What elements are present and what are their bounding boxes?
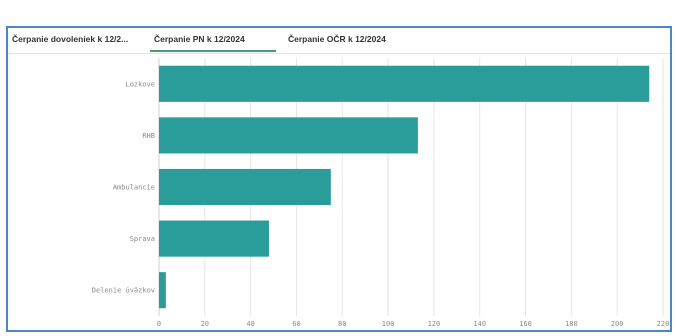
tab-dovoleniek[interactable]: Čerpanie dovoleniek k 12/2... bbox=[12, 34, 129, 44]
bar bbox=[159, 168, 331, 206]
x-tick-label: 200 bbox=[611, 320, 624, 328]
bar bbox=[159, 65, 650, 102]
bar bbox=[159, 117, 418, 154]
tab-bar: Čerpanie dovoleniek k 12/2... Čerpanie P… bbox=[8, 28, 670, 54]
x-tick-label: 220 bbox=[657, 320, 670, 328]
x-tick-label: 40 bbox=[246, 320, 254, 328]
y-category-label: Lozkove bbox=[125, 80, 155, 88]
x-tick-label: 180 bbox=[565, 320, 578, 328]
bar bbox=[159, 220, 269, 257]
y-category-label: Delenie úväzkov bbox=[92, 287, 155, 295]
bar-chart-svg: 0 20 40 60 80 100 120 140 160 180 200 220 Lozkove RHB… bbox=[92, 58, 670, 328]
y-category-label: Sprava bbox=[130, 235, 155, 243]
y-category-label: RHB bbox=[142, 132, 155, 140]
chart-panel: Čerpanie dovoleniek k 12/2... Čerpanie P… bbox=[6, 26, 672, 332]
y-category-label: Ambulancie bbox=[113, 184, 155, 192]
x-tick-label: 60 bbox=[292, 320, 300, 328]
bar bbox=[159, 272, 166, 309]
x-tick-label: 100 bbox=[382, 320, 395, 328]
tab-ocr[interactable]: Čerpanie OČR k 12/2024 bbox=[288, 34, 386, 44]
x-tick-label: 80 bbox=[338, 320, 346, 328]
x-tick-label: 160 bbox=[519, 320, 532, 328]
x-tick-label: 20 bbox=[201, 320, 209, 328]
x-tick-label: 120 bbox=[428, 320, 441, 328]
bar-chart: 0 20 40 60 80 100 120 140 160 180 200 220 Lozkove RHB… bbox=[8, 54, 670, 330]
tab-pn[interactable]: Čerpanie PN k 12/2024 bbox=[150, 28, 276, 52]
x-tick-label: 140 bbox=[473, 320, 486, 328]
x-tick-label: 0 bbox=[157, 320, 161, 328]
